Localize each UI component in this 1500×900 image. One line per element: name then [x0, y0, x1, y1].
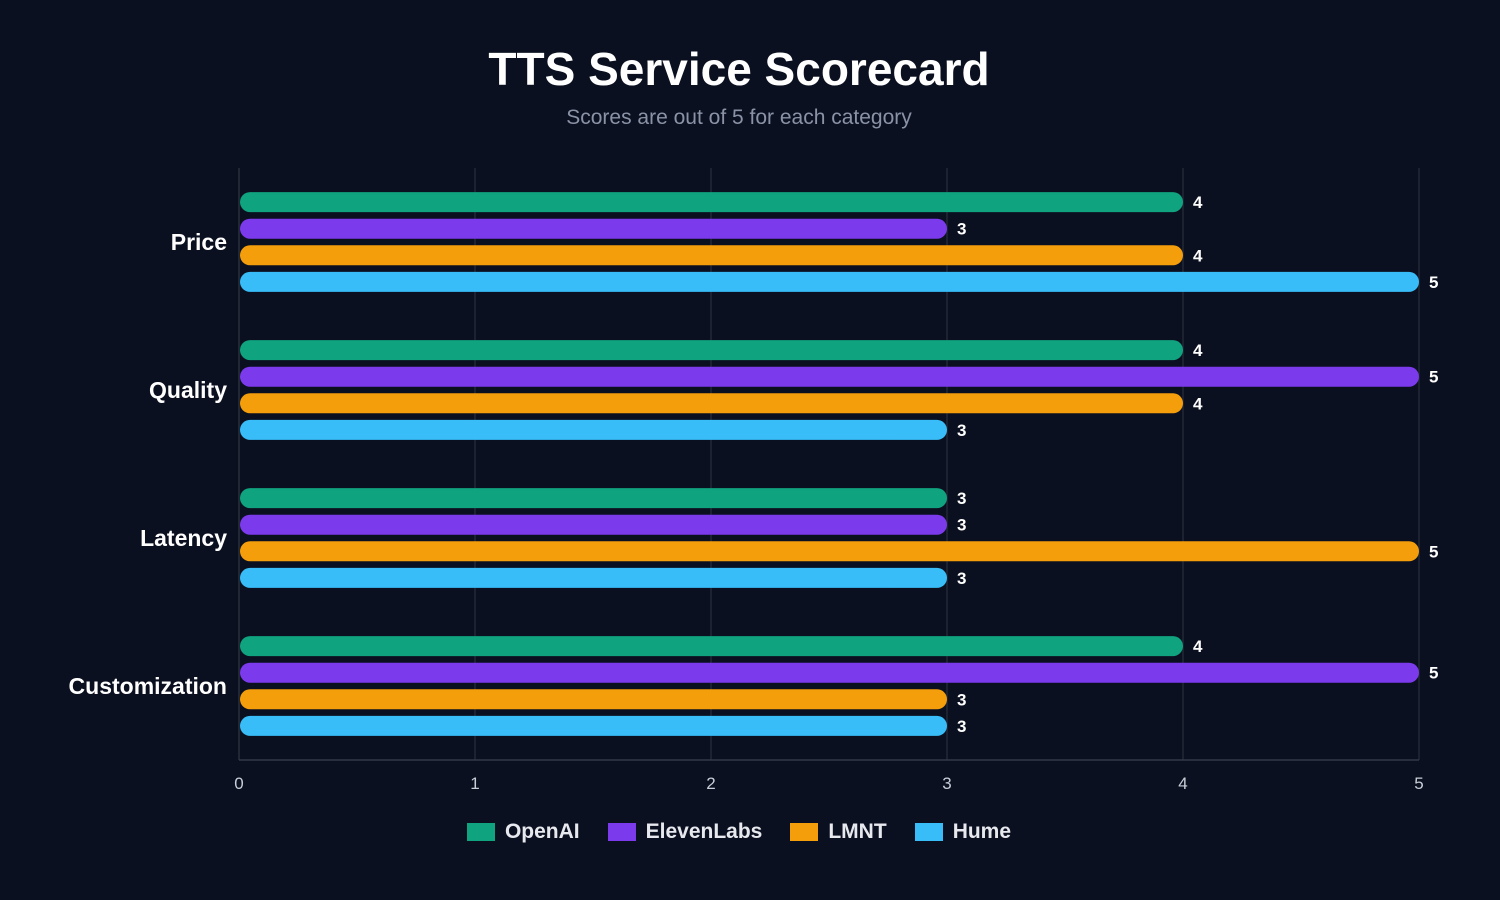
legend-swatch — [607, 823, 636, 841]
data-label: 5 — [1429, 664, 1438, 683]
chart-subtitle: Scores are out of 5 for each category — [566, 106, 912, 129]
data-label: 3 — [957, 690, 966, 709]
data-label: 4 — [1193, 637, 1203, 656]
legend-item: OpenAI — [466, 820, 580, 844]
data-label: 3 — [957, 220, 966, 239]
bar — [240, 192, 1183, 213]
bar — [240, 567, 947, 588]
bar — [240, 488, 947, 509]
y-category-label: Price — [171, 229, 227, 255]
y-category-label: Latency — [140, 525, 227, 551]
bar — [240, 715, 947, 736]
data-label: 5 — [1429, 542, 1438, 561]
legend-label: ElevenLabs — [645, 820, 763, 843]
legend-swatch — [914, 823, 943, 841]
x-tick-label: 1 — [470, 774, 479, 793]
bar — [240, 218, 947, 239]
legend-swatch — [466, 823, 495, 841]
x-tick-label: 2 — [706, 774, 715, 793]
data-label: 4 — [1193, 341, 1203, 360]
y-category-label: Quality — [149, 377, 227, 403]
data-label: 3 — [957, 421, 966, 440]
x-tick-label: 5 — [1414, 774, 1423, 793]
bar — [240, 541, 1419, 562]
y-category-label: Customization — [69, 673, 227, 699]
data-label: 4 — [1193, 246, 1203, 265]
data-label: 3 — [957, 569, 966, 588]
data-label: 3 — [957, 489, 966, 508]
legend-label: Hume — [952, 820, 1012, 843]
data-label: 5 — [1429, 273, 1438, 292]
bar — [240, 340, 1183, 361]
bar — [240, 419, 947, 440]
legend-item: LMNT — [790, 820, 887, 844]
data-label: 4 — [1193, 394, 1203, 413]
legend-item: Hume — [914, 820, 1012, 844]
legend-item: ElevenLabs — [607, 820, 763, 844]
bar — [240, 662, 1419, 683]
data-label: 3 — [957, 717, 966, 736]
bar — [240, 393, 1183, 414]
x-tick-label: 0 — [234, 774, 243, 793]
legend-swatch — [790, 823, 819, 841]
bar — [240, 245, 1183, 266]
bar — [240, 366, 1419, 387]
legend-label: LMNT — [828, 820, 887, 843]
bar — [240, 689, 947, 710]
bar — [240, 636, 1183, 657]
bar — [240, 271, 1419, 292]
x-tick-label: 4 — [1178, 774, 1187, 793]
data-label: 3 — [957, 516, 966, 535]
data-label: 4 — [1193, 193, 1203, 212]
x-tick-label: 3 — [942, 774, 951, 793]
bar — [240, 514, 947, 535]
chart-title: TTS Service Scorecard — [488, 43, 990, 95]
legend-label: OpenAI — [504, 820, 580, 843]
chart-legend: OpenAI ElevenLabs LMNT Hume — [0, 820, 1478, 844]
data-label: 5 — [1429, 368, 1438, 387]
